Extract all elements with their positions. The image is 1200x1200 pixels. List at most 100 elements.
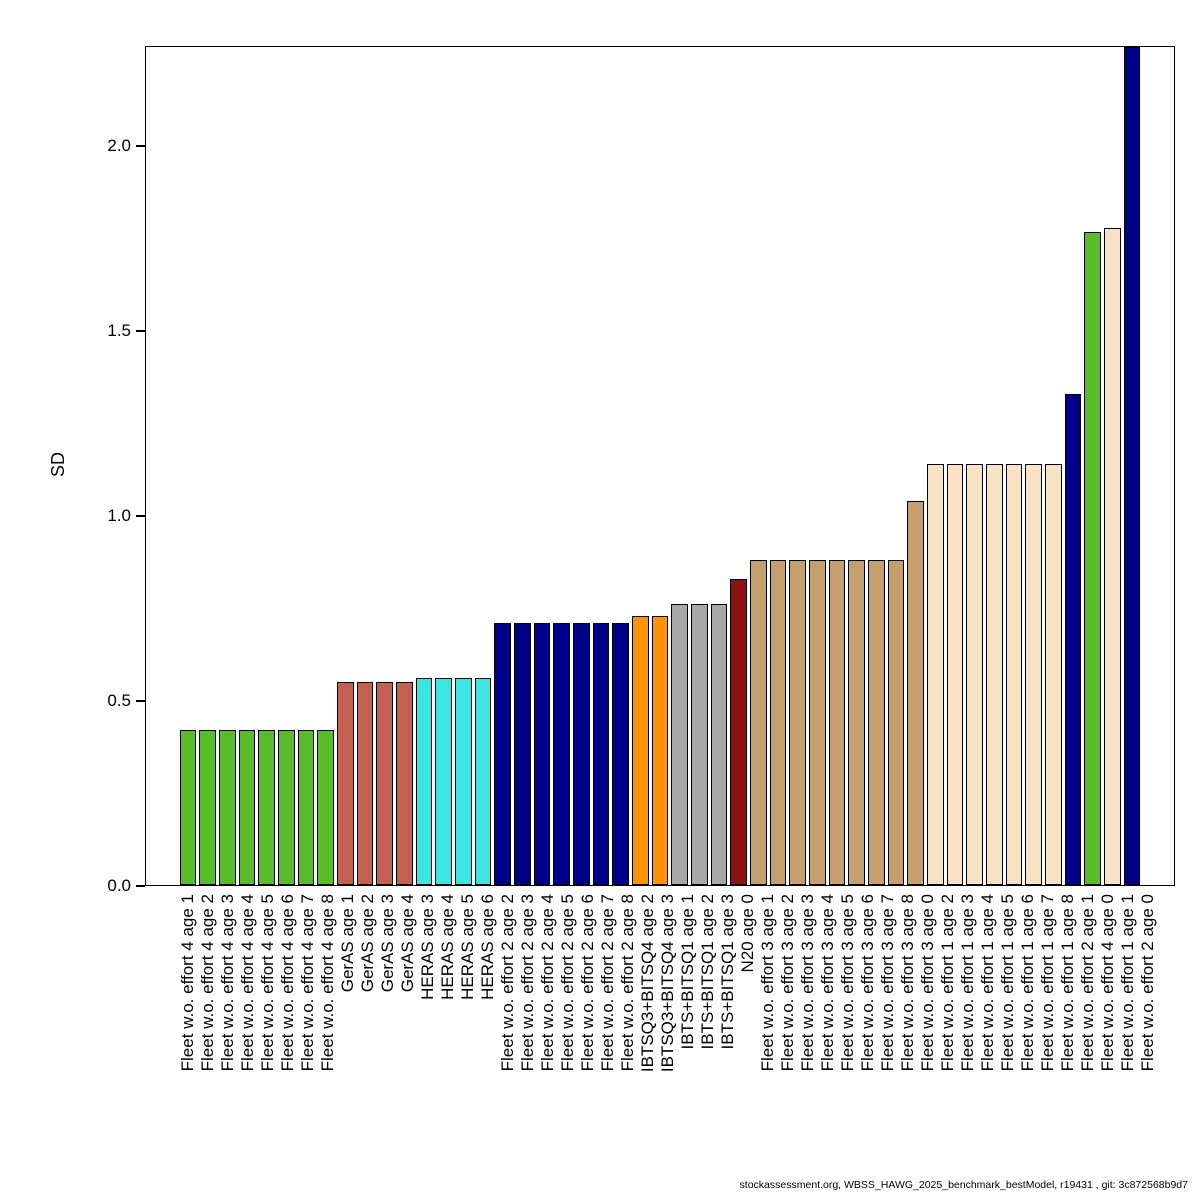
x-slot: Fleet w.o. effort 1 age 7 (1037, 887, 1057, 1072)
x-slot: Fleet w.o. effort 1 age 3 (957, 887, 977, 1072)
x-slot: Fleet w.o. effort 4 age 3 (217, 887, 237, 1072)
x-tick-label: Fleet w.o. effort 4 age 8 (317, 894, 337, 1072)
x-tick-label: Fleet w.o. effort 2 age 5 (557, 894, 577, 1072)
x-tick-label: GerAS age 1 (337, 894, 357, 993)
x-slot: Fleet w.o. effort 3 age 4 (817, 887, 837, 1072)
x-slot: Fleet w.o. effort 3 age 7 (877, 887, 897, 1072)
x-slot: Fleet w.o. effort 4 age 7 (297, 887, 317, 1072)
bar (868, 560, 885, 885)
x-tick-label: Fleet w.o. effort 2 age 3 (517, 894, 537, 1072)
bar (946, 464, 964, 885)
bar (828, 560, 846, 885)
bar (631, 615, 649, 885)
y-tick-mark (136, 144, 145, 147)
bar (966, 464, 984, 885)
x-tick-label: Fleet w.o. effort 1 age 4 (977, 894, 997, 1072)
bar (356, 681, 374, 885)
x-tick-label: Fleet w.o. effort 2 age 6 (577, 894, 597, 1072)
y-tick-label: 1.0 (107, 505, 131, 525)
x-tick-label: Fleet w.o. effort 4 age 7 (297, 894, 317, 1072)
x-tick-label: Fleet w.o. effort 2 age 4 (537, 894, 557, 1072)
footer-caption: stockassessment.org, WBSS_HAWG_2025_benc… (739, 1179, 1188, 1191)
x-tick-label: Fleet w.o. effort 3 age 6 (857, 894, 877, 1072)
y-tick-label: 0.5 (107, 690, 131, 710)
x-tick-label: Fleet w.o. effort 3 age 0 (917, 894, 937, 1072)
x-slot: IBTSQ3+BITSQ4 age 3 (658, 887, 677, 1072)
x-tick-label: IBTS+BITSQ1 age 3 (717, 894, 737, 1050)
x-tick-label: Fleet w.o. effort 2 age 7 (597, 894, 617, 1072)
x-tick-label: Fleet w.o. effort 1 age 8 (1057, 894, 1077, 1072)
x-slot: IBTS+BITSQ1 age 3 (717, 887, 737, 1072)
x-slot: Fleet w.o. effort 2 age 6 (577, 887, 597, 1072)
x-slot: GerAS age 2 (357, 887, 377, 1072)
bar (651, 615, 669, 885)
bar (730, 578, 747, 885)
x-slot: Fleet w.o. effort 3 age 8 (897, 887, 917, 1072)
bar (218, 729, 236, 885)
x-tick-label: Fleet w.o. effort 4 age 3 (217, 894, 237, 1072)
y-tick-mark (136, 699, 145, 702)
x-tick-label: Fleet w.o. effort 4 age 2 (197, 894, 217, 1072)
bar (769, 560, 787, 885)
y-axis-title: SD (48, 451, 69, 478)
bar (317, 729, 334, 885)
bar (238, 729, 256, 885)
x-slot: Fleet w.o. effort 2 age 0 (1137, 887, 1157, 1072)
plot-area (145, 46, 1175, 886)
bar (710, 604, 728, 885)
x-slot: Fleet w.o. effort 2 age 4 (537, 887, 557, 1072)
bar (1123, 47, 1141, 885)
x-slot: Fleet w.o. effort 4 age 0 (1098, 887, 1117, 1072)
bar (592, 622, 610, 885)
y-tick-label: 1.5 (107, 320, 131, 340)
bar (179, 729, 197, 885)
x-slot: Fleet w.o. effort 3 age 5 (838, 887, 857, 1072)
x-tick-label: Fleet w.o. effort 1 age 6 (1017, 894, 1037, 1072)
x-tick-label: Fleet w.o. effort 3 age 4 (817, 894, 837, 1072)
x-slot: N20 age 0 (738, 887, 757, 1072)
bar (277, 729, 295, 885)
bar (1104, 227, 1121, 885)
x-tick-label: Fleet w.o. effort 4 age 5 (257, 894, 277, 1072)
x-slot: Fleet w.o. effort 4 age 1 (177, 887, 197, 1072)
x-tick-label: HERAS age 4 (437, 894, 457, 1000)
x-tick-label: Fleet w.o. effort 3 age 8 (897, 894, 917, 1072)
y-tick-label: 2.0 (107, 135, 131, 155)
x-slot: Fleet w.o. effort 2 age 3 (517, 887, 537, 1072)
x-tick-label: Fleet w.o. effort 1 age 1 (1117, 894, 1137, 1072)
x-slot: Fleet w.o. effort 4 age 8 (317, 887, 337, 1072)
x-slot: GerAS age 3 (378, 887, 397, 1072)
x-slot: GerAS age 4 (397, 887, 417, 1072)
bar (927, 464, 944, 885)
x-slot: Fleet w.o. effort 2 age 1 (1078, 887, 1097, 1072)
x-slot: Fleet w.o. effort 3 age 1 (758, 887, 777, 1072)
x-tick-label: GerAS age 4 (397, 894, 417, 993)
bar (1025, 464, 1043, 885)
bar (297, 729, 315, 885)
bar (572, 622, 590, 885)
bar (848, 560, 866, 885)
x-slot: HERAS age 5 (458, 887, 477, 1072)
bar (199, 729, 216, 885)
bar (533, 622, 551, 885)
x-tick-label: GerAS age 2 (357, 894, 377, 993)
x-tick-label: Fleet w.o. effort 1 age 7 (1037, 894, 1057, 1072)
x-tick-label: Fleet w.o. effort 4 age 4 (237, 894, 257, 1072)
x-slot: Fleet w.o. effort 1 age 6 (1017, 887, 1037, 1072)
bar (986, 464, 1003, 885)
x-slot: Fleet w.o. effort 1 age 5 (998, 887, 1017, 1072)
x-tick-label: Fleet w.o. effort 3 age 7 (877, 894, 897, 1072)
bar (671, 604, 688, 885)
bar (1045, 464, 1062, 885)
x-axis: Fleet w.o. effort 4 age 1 Fleet w.o. effo… (145, 887, 1175, 1072)
x-tick-label: Fleet w.o. effort 3 age 3 (797, 894, 817, 1072)
x-slot: IBTS+BITSQ1 age 2 (698, 887, 717, 1072)
x-tick-label: Fleet w.o. effort 4 age 1 (177, 894, 197, 1072)
x-tick-label: Fleet w.o. effort 1 age 3 (957, 894, 977, 1072)
bar (887, 560, 905, 885)
bar (690, 604, 708, 885)
bar (258, 729, 275, 885)
x-tick-label: Fleet w.o. effort 2 age 0 (1137, 894, 1157, 1072)
x-slot: IBTSQ3+BITSQ4 age 2 (638, 887, 657, 1072)
